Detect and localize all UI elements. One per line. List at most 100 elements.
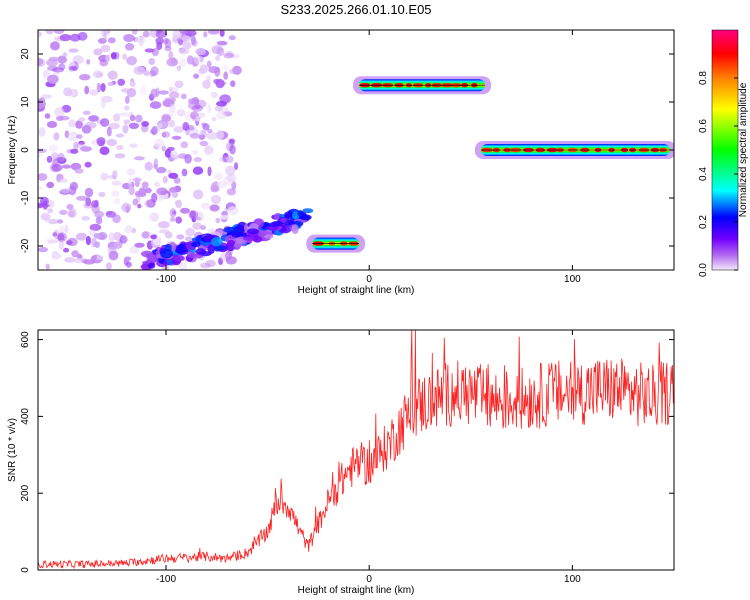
blob <box>283 211 295 220</box>
speckle <box>229 144 236 155</box>
speckle <box>210 195 222 204</box>
speckle <box>151 126 161 133</box>
speckle <box>38 31 42 38</box>
speckle <box>207 104 212 114</box>
speckle <box>86 59 91 65</box>
speckle <box>70 148 79 154</box>
spectral-feature-1 <box>38 30 242 270</box>
speckle <box>59 239 64 250</box>
speckle <box>141 181 149 189</box>
speckle <box>40 212 51 221</box>
speckle <box>215 55 221 61</box>
snr-y-tick-label: 0 <box>20 567 31 573</box>
speckle <box>179 58 187 67</box>
speckle <box>219 214 230 220</box>
speckle <box>171 191 179 198</box>
speckle <box>79 74 91 81</box>
spectrogram-y-tick-label: 20 <box>20 48 31 60</box>
speckle <box>129 114 136 122</box>
speckle <box>169 208 177 218</box>
speckle <box>100 100 106 109</box>
speckle <box>155 37 164 45</box>
speckle <box>129 245 140 254</box>
speckle <box>76 195 88 201</box>
speckle <box>203 31 208 38</box>
speckle <box>151 125 158 136</box>
snr-x-tick-label: 0 <box>366 574 372 585</box>
speckle <box>53 30 65 34</box>
speckle <box>150 88 158 99</box>
speckle <box>157 123 163 129</box>
blob <box>176 247 189 255</box>
speckle <box>203 145 214 155</box>
blob <box>302 208 314 214</box>
speckle <box>192 216 202 221</box>
speckle <box>144 199 154 208</box>
speckle <box>59 34 72 42</box>
speckle <box>117 78 126 86</box>
speckle <box>210 91 218 99</box>
speckle <box>129 143 138 148</box>
blob <box>191 237 200 243</box>
blob <box>252 236 263 243</box>
spectrogram-x-tick-label: 0 <box>366 274 372 285</box>
speckle <box>118 112 130 117</box>
speckle <box>184 153 192 164</box>
speckle <box>59 188 71 194</box>
speckle <box>44 215 49 224</box>
speckle <box>133 156 145 161</box>
speckle <box>169 103 176 114</box>
speckle <box>124 256 132 261</box>
snr-line-1 <box>38 330 674 570</box>
speckle <box>46 121 58 128</box>
speckle <box>154 138 165 148</box>
speckle <box>174 80 184 89</box>
speckle <box>46 155 53 163</box>
speckle <box>173 177 181 184</box>
speckle <box>180 93 187 100</box>
speckle <box>216 40 228 46</box>
speckle <box>39 196 50 206</box>
speckle <box>131 30 138 35</box>
speckle <box>181 168 188 177</box>
speckle <box>98 191 106 198</box>
speckle <box>95 72 104 78</box>
speckle <box>181 35 191 42</box>
speckle <box>125 43 135 51</box>
colorbar: 0.0 0.2 0.4 0.6 0.8 Normalized spectral ampl… <box>698 29 749 277</box>
speckle <box>137 203 142 209</box>
blob <box>223 226 237 233</box>
speckle <box>47 74 59 85</box>
speckle <box>113 231 122 241</box>
speckle <box>206 75 211 83</box>
speckle <box>156 30 162 34</box>
speckle <box>160 190 167 196</box>
speckle <box>144 48 155 53</box>
speckle <box>216 111 227 120</box>
speckle <box>59 178 68 183</box>
speckle <box>225 165 236 176</box>
speckle <box>38 186 44 191</box>
speckle <box>81 216 90 221</box>
speckle <box>70 162 82 171</box>
speckle <box>180 141 188 149</box>
speckle <box>166 57 179 67</box>
speckle <box>114 197 121 205</box>
speckle <box>170 217 176 222</box>
speckle <box>142 30 150 38</box>
speckle <box>47 208 53 214</box>
speckle <box>178 39 184 46</box>
speckle <box>38 173 48 181</box>
colorbar-tick-label: 0.0 <box>698 263 709 277</box>
speckle <box>169 91 180 99</box>
speckle <box>112 170 118 180</box>
speckle <box>201 202 211 210</box>
speckle <box>54 107 65 117</box>
blob <box>148 262 156 269</box>
speckle <box>139 85 148 96</box>
speckle <box>66 203 74 210</box>
spectral-feature-3 <box>306 234 366 253</box>
speckle <box>82 110 91 116</box>
